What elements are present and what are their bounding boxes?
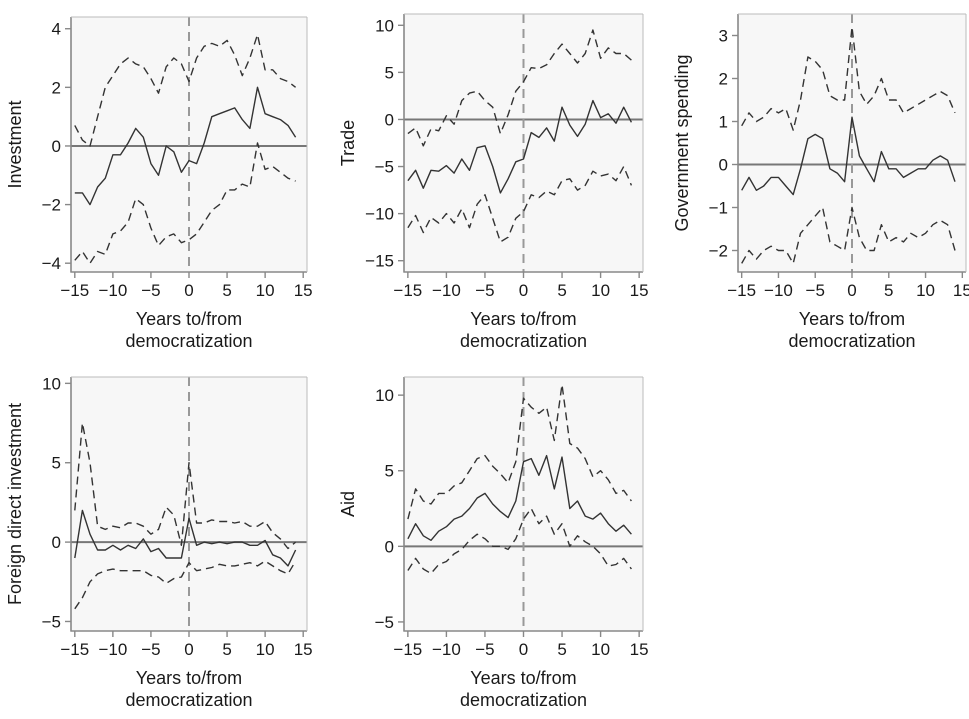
series-lower bbox=[74, 142, 296, 264]
x-axis-label: Years to/from bbox=[470, 668, 576, 688]
x-axis-label: Years to/from bbox=[136, 668, 242, 688]
x-axis-label: democratization bbox=[125, 331, 252, 351]
x-tick-label: 15 bbox=[294, 640, 313, 659]
x-tick-label: −10 bbox=[432, 281, 461, 300]
y-tick-label: 0 bbox=[719, 156, 728, 175]
y-tick-label: 0 bbox=[385, 110, 394, 129]
x-tick-label: 0 bbox=[184, 281, 193, 300]
y-tick-label: −4 bbox=[42, 254, 61, 273]
x-axis-label: democratization bbox=[788, 331, 915, 351]
y-axis-label: Government spending bbox=[672, 54, 692, 231]
y-tick-label: −2 bbox=[709, 242, 728, 261]
series-estimate bbox=[74, 509, 297, 567]
x-axis-label: democratization bbox=[125, 690, 252, 710]
x-tick-label: 10 bbox=[916, 281, 935, 300]
x-tick-label: −5 bbox=[141, 640, 160, 659]
y-axis-label: Aid bbox=[338, 491, 358, 517]
y-tick-label: −10 bbox=[365, 205, 394, 224]
series-upper bbox=[74, 422, 297, 550]
x-tick-label: −15 bbox=[60, 281, 89, 300]
panel-1: −15 −10 −5 0 5 10 15 −4 −2 0 2 4 Years to/fromdemocr… bbox=[5, 16, 313, 351]
x-tick-label: −5 bbox=[475, 640, 494, 659]
x-tick-label: −10 bbox=[98, 640, 127, 659]
series-estimate bbox=[741, 116, 956, 196]
series-estimate bbox=[74, 86, 297, 206]
series-upper bbox=[407, 29, 632, 147]
series-upper bbox=[74, 33, 297, 147]
y-tick-label: 4 bbox=[52, 20, 61, 39]
y-tick-label: 0 bbox=[385, 537, 394, 556]
x-tick-label: −15 bbox=[727, 281, 756, 300]
y-tick-label: −1 bbox=[709, 199, 728, 218]
y-axis-label: Trade bbox=[338, 120, 358, 166]
panel-4: −15 −10 −5 0 5 10 15 −5 0 5 10 Years to/fromdemocra… bbox=[5, 374, 313, 710]
y-axis-label: Investment bbox=[5, 100, 25, 188]
x-tick-label: −5 bbox=[475, 281, 494, 300]
series-estimate bbox=[407, 99, 633, 194]
x-tick-label: −10 bbox=[98, 281, 127, 300]
y-tick-label: 5 bbox=[385, 63, 394, 82]
x-tick-label: 0 bbox=[519, 281, 528, 300]
y-tick-label: 1 bbox=[719, 113, 728, 132]
x-tick-label: −10 bbox=[764, 281, 793, 300]
panel-5: −15 −10 −5 0 5 10 15 −5 0 5 10 Years to/fromdemocra… bbox=[338, 376, 649, 710]
y-axis-label: Foreign direct investment bbox=[5, 403, 25, 605]
y-tick-label: 0 bbox=[52, 533, 61, 552]
x-tick-label: 5 bbox=[222, 281, 231, 300]
y-tick-label: −5 bbox=[375, 613, 394, 632]
x-tick-label: −5 bbox=[806, 281, 825, 300]
x-tick-label: 0 bbox=[519, 640, 528, 659]
x-tick-label: 15 bbox=[630, 640, 649, 659]
y-tick-label: −5 bbox=[375, 158, 394, 177]
panel-2: −15 −10 −5 0 5 10 15 −15 −10 −5 0 5 10 Years to/fromd… bbox=[338, 13, 649, 351]
x-tick-label: −10 bbox=[432, 640, 461, 659]
x-tick-label: −15 bbox=[393, 281, 422, 300]
series-lower bbox=[407, 165, 633, 243]
x-tick-label: −5 bbox=[141, 281, 160, 300]
y-tick-label: 5 bbox=[385, 462, 394, 481]
y-tick-label: 10 bbox=[375, 16, 394, 35]
x-tick-label: 0 bbox=[184, 640, 193, 659]
series-lower bbox=[407, 507, 632, 575]
y-tick-label: −15 bbox=[365, 252, 394, 271]
x-tick-label: 10 bbox=[256, 640, 275, 659]
x-axis-label: democratization bbox=[460, 331, 587, 351]
x-tick-label: 10 bbox=[256, 281, 275, 300]
x-tick-label: 15 bbox=[294, 281, 313, 300]
x-tick-label: 10 bbox=[591, 640, 610, 659]
y-tick-label: 10 bbox=[42, 374, 61, 393]
y-tick-label: −5 bbox=[42, 612, 61, 631]
x-tick-label: 5 bbox=[557, 281, 566, 300]
x-tick-label: −15 bbox=[393, 640, 422, 659]
x-axis-label: Years to/from bbox=[136, 309, 242, 329]
series-estimate bbox=[407, 454, 632, 541]
x-tick-label: 5 bbox=[222, 640, 231, 659]
x-tick-label: 15 bbox=[630, 281, 649, 300]
y-tick-label: 10 bbox=[375, 386, 394, 405]
y-tick-label: −2 bbox=[42, 196, 61, 215]
series-lower bbox=[741, 206, 956, 265]
x-axis-label: democratization bbox=[460, 690, 587, 710]
series-upper bbox=[741, 26, 956, 131]
x-tick-label: 10 bbox=[591, 281, 610, 300]
x-tick-label: 0 bbox=[847, 281, 856, 300]
x-axis-label: Years to/from bbox=[470, 309, 576, 329]
y-tick-label: 2 bbox=[719, 70, 728, 89]
x-axis-label: Years to/from bbox=[799, 309, 905, 329]
y-tick-label: 5 bbox=[52, 454, 61, 473]
x-tick-label: 5 bbox=[884, 281, 893, 300]
series-lower bbox=[74, 560, 297, 610]
x-tick-label: 15 bbox=[953, 281, 969, 300]
y-tick-label: 3 bbox=[719, 27, 728, 46]
x-tick-label: 5 bbox=[557, 640, 566, 659]
x-tick-label: −15 bbox=[60, 640, 89, 659]
y-tick-label: 2 bbox=[52, 78, 61, 97]
y-tick-label: 0 bbox=[52, 137, 61, 156]
